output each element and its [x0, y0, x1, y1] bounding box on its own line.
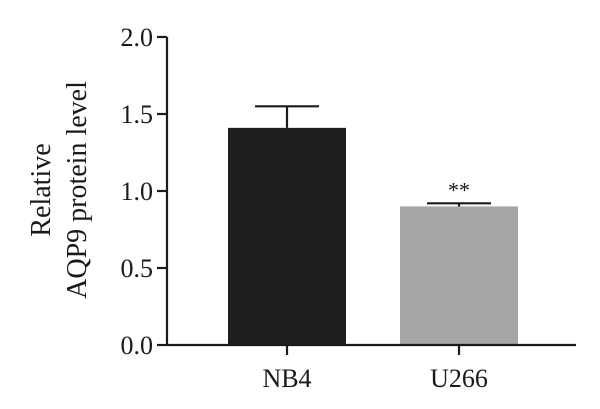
y-tick-label: 0.5	[121, 254, 154, 283]
x-tick-label-nb4: NB4	[262, 364, 311, 393]
significance-label: **	[448, 177, 470, 202]
y-tick-label: 2.0	[121, 23, 154, 52]
y-tick-label: 1.0	[121, 177, 154, 206]
bar-nb4	[228, 127, 346, 345]
bar-u266	[400, 206, 518, 345]
plot-area: 0.0 0.5 1.0 1.5 2.0 NB4 U266 **	[121, 23, 576, 393]
y-axis-title-line-2: AQP9 protein level	[62, 81, 93, 299]
y-tick-label: 1.5	[121, 100, 154, 129]
x-tick-label-u266: U266	[430, 364, 488, 393]
y-tick-label: 0.0	[121, 331, 154, 360]
y-axis-title-line-1: Relative	[26, 143, 57, 236]
y-axis-title: Relative AQP9 protein level	[26, 81, 93, 299]
